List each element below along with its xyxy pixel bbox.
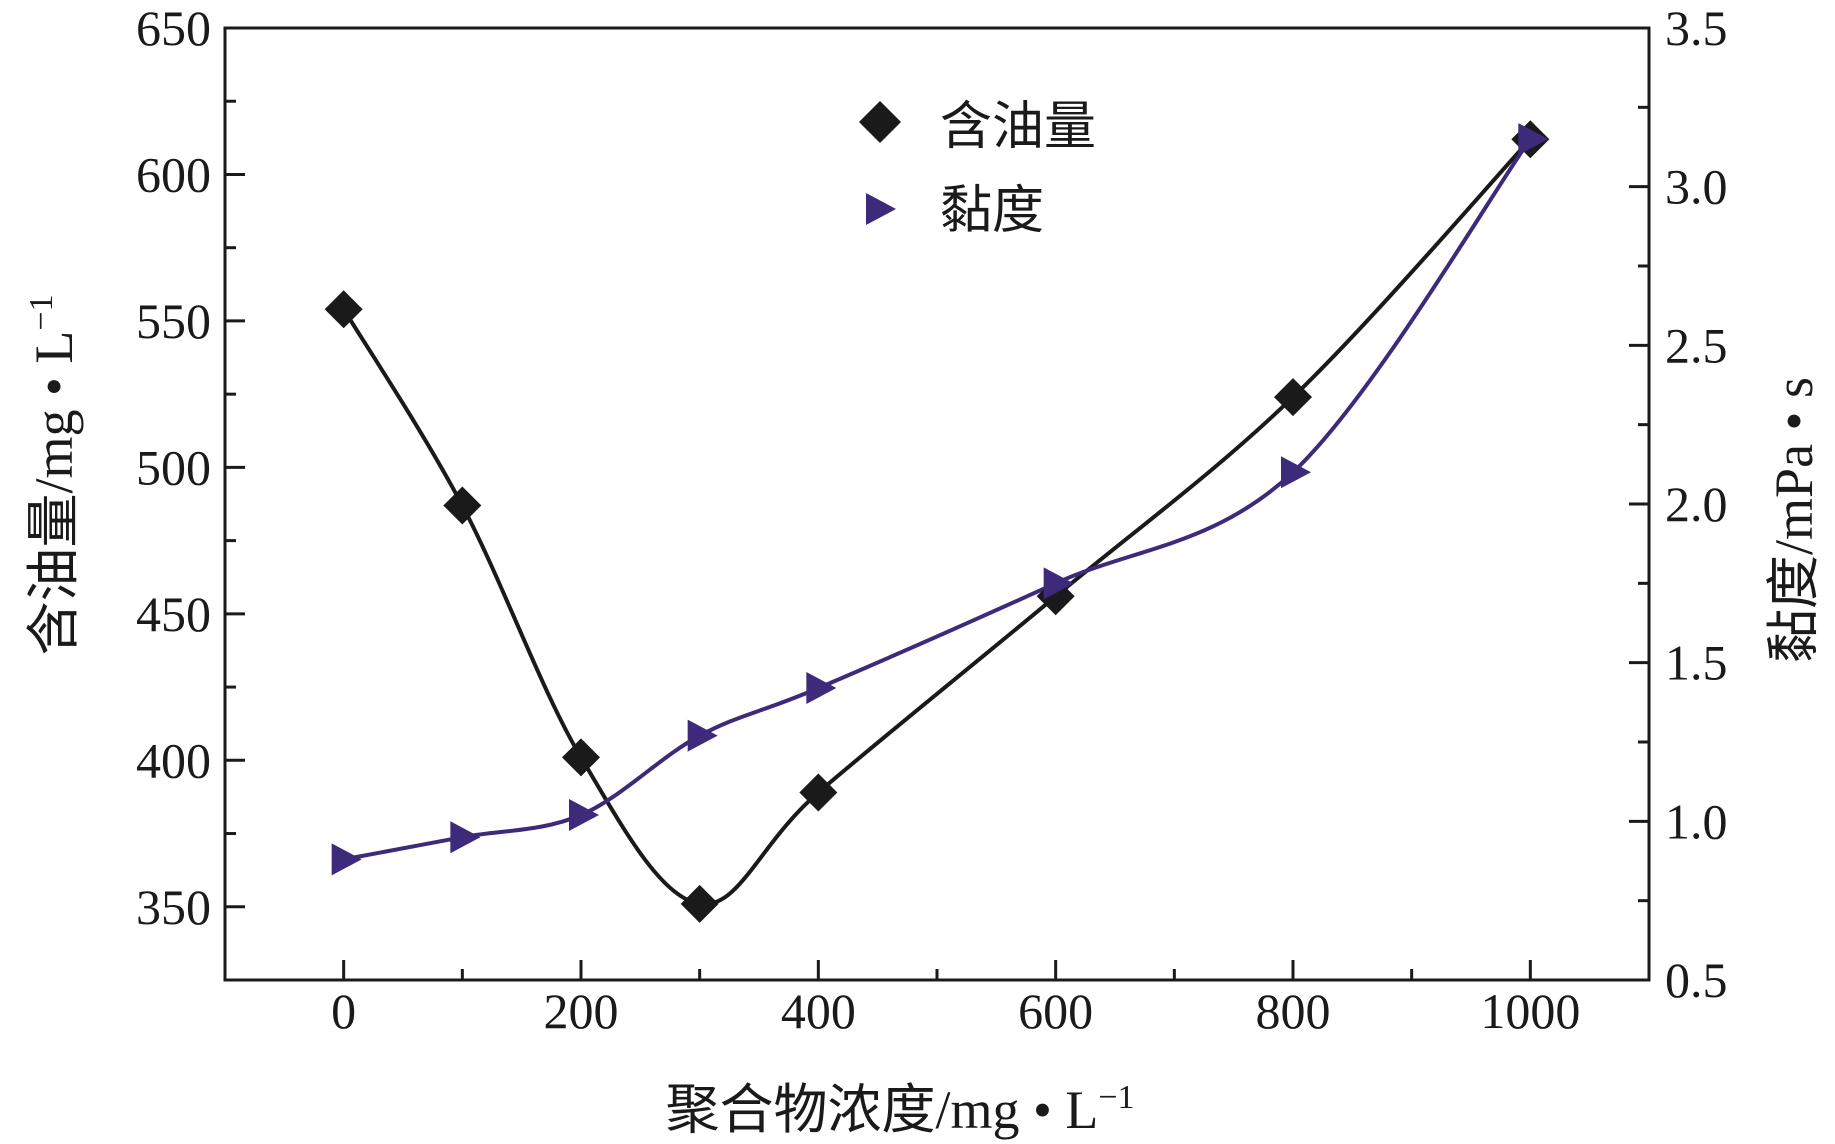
legend-item-oil-content: 含油量 [859,99,1096,156]
legend: 含油量 黏度 [859,99,1096,240]
x-tick-label-600: 600 [1018,983,1093,1039]
y-right-tick-label-2: 2.0 [1665,476,1728,532]
x-axis-title-text: 聚合物浓度/mg • L [665,1080,1098,1140]
series-line-viscosity [343,137,1532,862]
viscosity-point-300 [687,719,718,752]
oil-content-point-0 [324,290,363,329]
y-axis-right-title: 黏度/mPa • s [1764,377,1824,663]
y-left-tick-label-400: 400 [136,732,211,788]
viscosity-point-100 [450,821,481,854]
x-tick-label-0: 0 [331,983,356,1039]
y-axis-left-title: 含油量/mg • L−1 [23,294,84,655]
y-right-tick-label-1.5: 1.5 [1665,635,1728,691]
x-axis-title-superscript: −1 [1098,1079,1134,1116]
y-right-tick-label-3: 3.0 [1665,159,1728,215]
legend-triangle-marker [866,193,896,225]
viscosity-point-1000 [1518,123,1549,156]
oil-content-point-300 [680,884,719,923]
y-left-tick-label-350: 350 [136,879,211,935]
viscosity-point-600 [1043,567,1074,600]
y-left-tick-label-450: 450 [136,586,211,642]
y-axis-left-title-superscript: −1 [23,294,60,330]
legend-label-oil-content: 含油量 [940,99,1096,156]
oil-content-point-400 [799,773,838,812]
oil-content-point-200 [562,738,600,777]
y-left-tick-label-650: 650 [136,0,211,56]
viscosity-point-400 [806,672,837,705]
x-tick-label-1000: 1000 [1480,983,1580,1039]
y-right-tick-label-0.5: 0.5 [1665,952,1728,1008]
y-right-tick-label-1: 1.0 [1665,793,1728,849]
viscosity-point-800 [1281,456,1311,489]
x-axis-title: 聚合物浓度/mg • L−1 [665,1079,1134,1140]
y-left-tick-label-550: 550 [136,293,211,349]
series-line-oil-content [341,137,1532,906]
y-axis-left-title-text: 含油量/mg • L [24,331,84,656]
x-tick-label-800: 800 [1256,983,1331,1039]
x-tick-label-200: 200 [544,983,619,1039]
viscosity-point-0 [331,843,362,876]
y-right-tick-label-3.5: 3.5 [1665,0,1728,56]
legend-item-viscosity: 黏度 [866,183,1044,240]
viscosity-point-200 [569,798,599,831]
legend-diamond-marker [859,101,901,143]
plot-frame [223,26,1651,982]
oil-content-point-100 [443,486,482,525]
legend-label-viscosity: 黏度 [940,183,1044,240]
y-left-tick-label-600: 600 [136,146,211,202]
y-right-tick-label-2.5: 2.5 [1665,317,1728,373]
y-left-tick-label-500: 500 [136,439,211,495]
oil-content-point-800 [1274,378,1312,417]
x-tick-label-400: 400 [781,983,856,1039]
